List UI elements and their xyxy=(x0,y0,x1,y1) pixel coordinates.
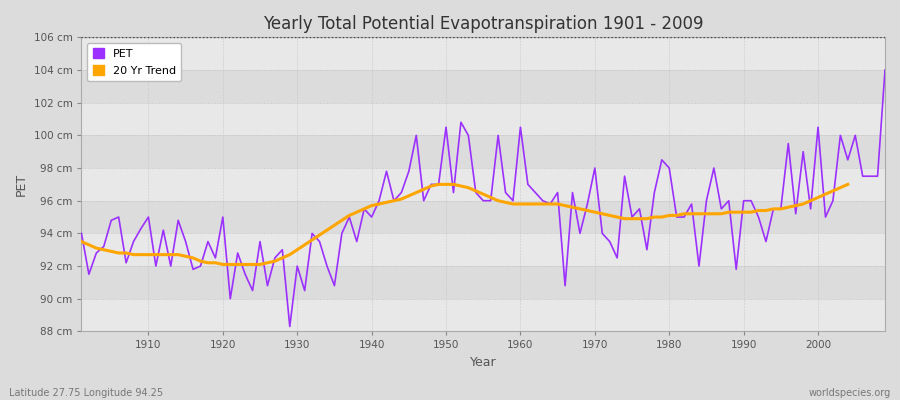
Bar xyxy=(82,201,885,233)
Text: worldspecies.org: worldspecies.org xyxy=(809,388,891,398)
Bar xyxy=(82,103,885,135)
Legend: PET, 20 Yr Trend: PET, 20 Yr Trend xyxy=(87,43,181,81)
Bar xyxy=(82,37,885,70)
Bar xyxy=(82,70,885,103)
Bar xyxy=(82,135,885,168)
Bar xyxy=(82,168,885,201)
Y-axis label: PET: PET xyxy=(15,173,28,196)
Bar xyxy=(82,233,885,266)
X-axis label: Year: Year xyxy=(470,356,497,369)
Title: Yearly Total Potential Evapotranspiration 1901 - 2009: Yearly Total Potential Evapotranspiratio… xyxy=(263,15,704,33)
Bar xyxy=(82,266,885,299)
Text: Latitude 27.75 Longitude 94.25: Latitude 27.75 Longitude 94.25 xyxy=(9,388,163,398)
Bar xyxy=(82,299,885,332)
